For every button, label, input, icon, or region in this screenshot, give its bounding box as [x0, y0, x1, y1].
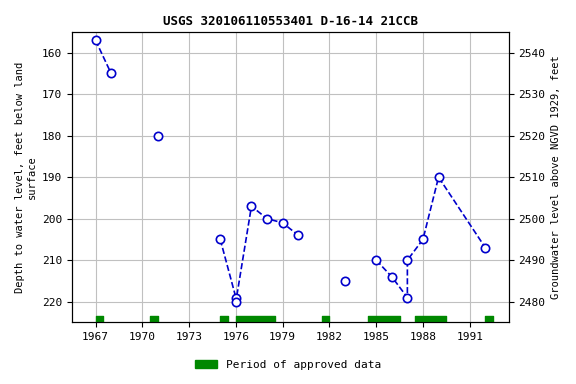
Y-axis label: Groundwater level above NGVD 1929, feet: Groundwater level above NGVD 1929, feet — [551, 55, 561, 299]
Y-axis label: Depth to water level, feet below land
surface: Depth to water level, feet below land su… — [15, 61, 37, 293]
Legend: Period of approved data: Period of approved data — [191, 356, 385, 375]
Title: USGS 320106110553401 D-16-14 21CCB: USGS 320106110553401 D-16-14 21CCB — [163, 15, 418, 28]
